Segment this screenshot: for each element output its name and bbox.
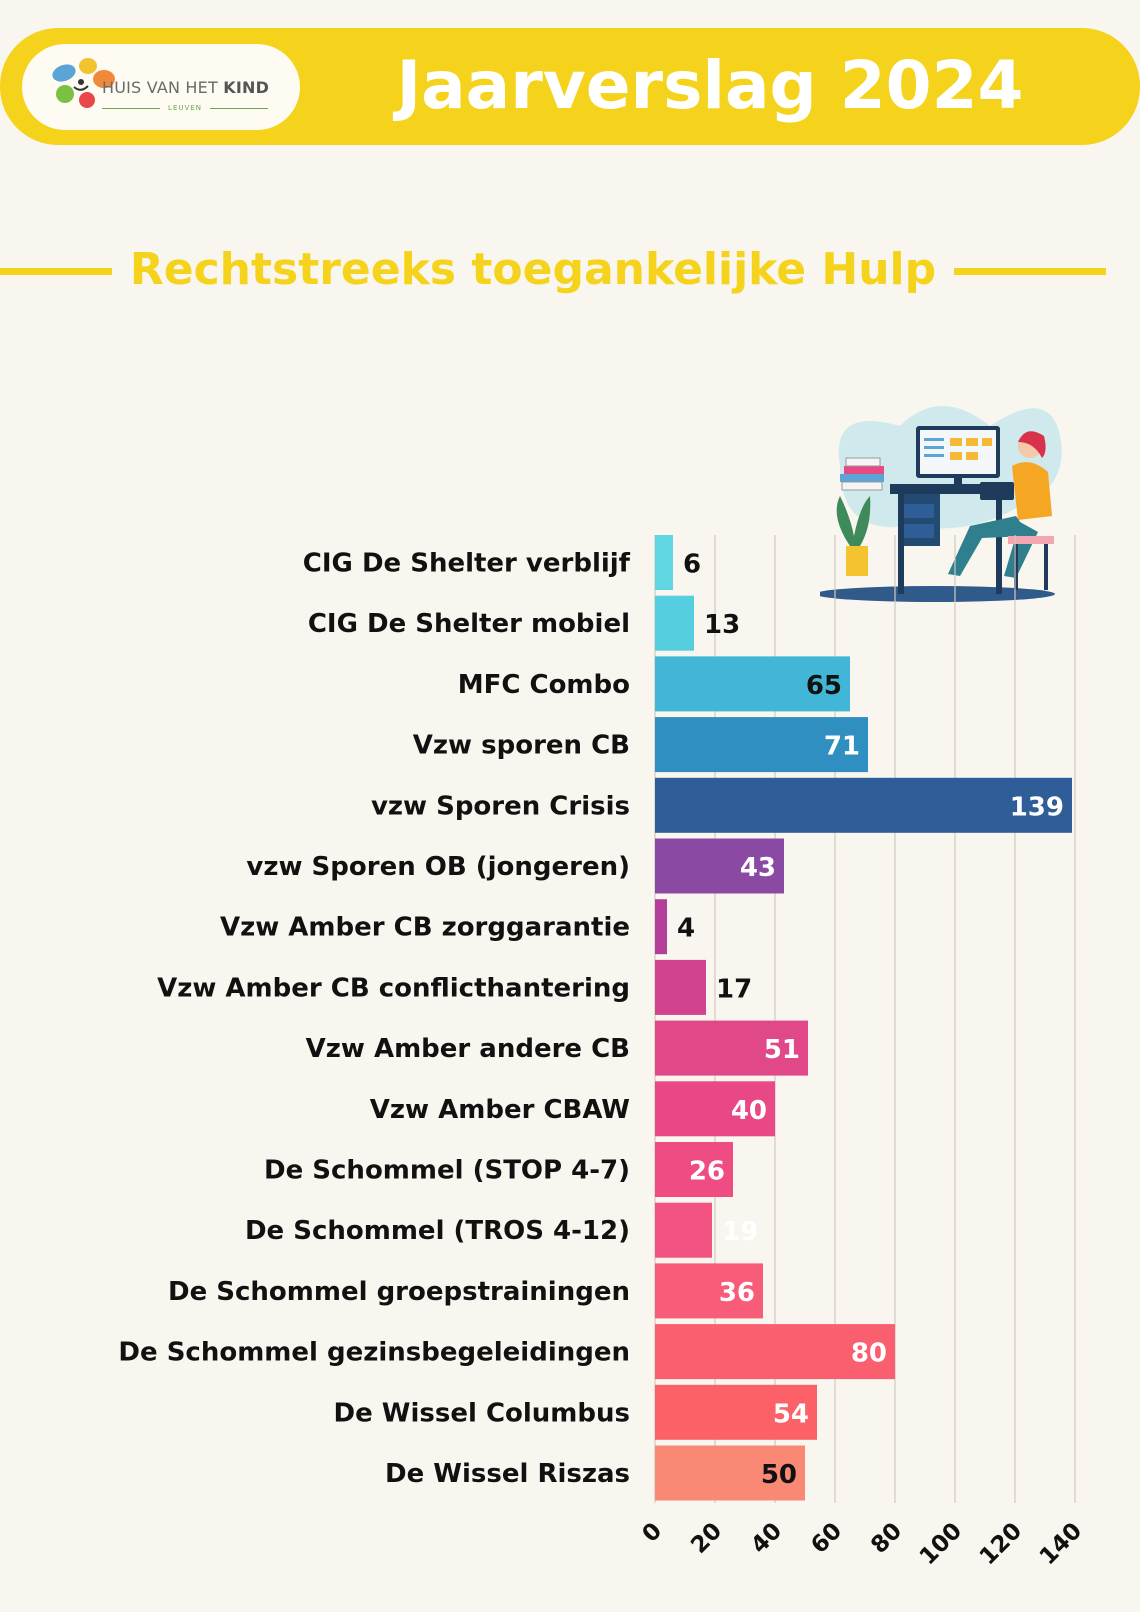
bar: [655, 595, 694, 651]
category-label: CIG De Shelter mobiel: [308, 609, 630, 639]
bar: [655, 1263, 763, 1319]
category-label: De Schommel (TROS 4-12): [245, 1216, 630, 1246]
category-label: Vzw Amber CBAW: [370, 1095, 630, 1125]
bar: [655, 1020, 808, 1076]
value-label: 139: [1010, 792, 1064, 822]
value-label: 6: [683, 550, 701, 580]
value-label: 51: [764, 1035, 800, 1065]
category-label: Vzw sporen CB: [413, 731, 630, 761]
bar: [655, 1142, 733, 1197]
bar: [655, 1445, 805, 1501]
logo: HUIS VAN HET KIND LEUVEN: [22, 44, 300, 130]
bar: [655, 1384, 817, 1440]
x-tick-label: 20: [686, 1518, 727, 1559]
x-tick-label: 100: [915, 1518, 967, 1570]
category-label: Vzw Amber andere CB: [306, 1034, 630, 1064]
x-tick-label: 40: [746, 1518, 787, 1559]
category-label: vzw Sporen OB (jongeren): [246, 852, 630, 882]
title-rule-right: [954, 268, 1106, 275]
value-label: 80: [851, 1339, 887, 1369]
logo-name: HUIS VAN HET KIND: [102, 78, 270, 97]
page-title: Jaarverslag 2024: [396, 47, 1024, 124]
value-label: 26: [689, 1157, 725, 1187]
value-label: 71: [824, 732, 860, 762]
value-label: 4: [677, 914, 695, 944]
bar: [655, 1081, 775, 1137]
x-tick-label: 0: [638, 1518, 668, 1548]
x-tick-label: 60: [806, 1518, 847, 1559]
logo-subtitle: LEUVEN: [102, 104, 268, 112]
x-tick-label: 120: [975, 1518, 1027, 1570]
value-label: 65: [806, 671, 842, 701]
category-label: Vzw Amber CB conflicthantering: [157, 973, 630, 1003]
bar: [655, 1202, 712, 1258]
bar: [655, 717, 868, 773]
bar: [655, 656, 850, 712]
value-label: 36: [719, 1278, 755, 1308]
category-label: De Schommel gezinsbegeleidingen: [118, 1338, 630, 1368]
header-banner: HUIS VAN HET KIND LEUVEN Jaarverslag 202…: [0, 28, 1140, 145]
flower-logo-icon: [52, 58, 115, 108]
bar: [655, 777, 1072, 833]
category-label: De Schommel (STOP 4-7): [264, 1156, 630, 1186]
office-worker-illustration: [820, 406, 1062, 602]
bar: [655, 1324, 895, 1380]
value-label: 50: [761, 1460, 797, 1490]
value-label: 13: [704, 610, 740, 640]
x-tick-label: 140: [1035, 1518, 1087, 1570]
bar: [655, 959, 706, 1015]
bar: [655, 899, 667, 955]
category-label: De Schommel groepstrainingen: [168, 1277, 630, 1307]
category-label: vzw Sporen Crisis: [371, 791, 630, 821]
category-label: De Wissel Columbus: [334, 1398, 630, 1428]
value-label: 17: [716, 974, 752, 1004]
category-label: De Wissel Riszas: [385, 1459, 630, 1489]
category-label: Vzw Amber CB zorggarantie: [220, 913, 630, 943]
value-label: 40: [731, 1096, 767, 1126]
category-label: CIG De Shelter verblijf: [303, 549, 631, 579]
bar: [655, 535, 673, 590]
x-tick-label: 80: [866, 1518, 907, 1559]
value-label: 54: [773, 1399, 809, 1429]
bar: [655, 838, 784, 894]
category-label: MFC Combo: [458, 670, 630, 700]
title-rule-left: [0, 268, 112, 275]
value-label: 19: [722, 1217, 758, 1247]
section-title: Rechtstreeks toegankelijke Hulp: [129, 244, 937, 295]
value-label: 43: [740, 853, 776, 883]
